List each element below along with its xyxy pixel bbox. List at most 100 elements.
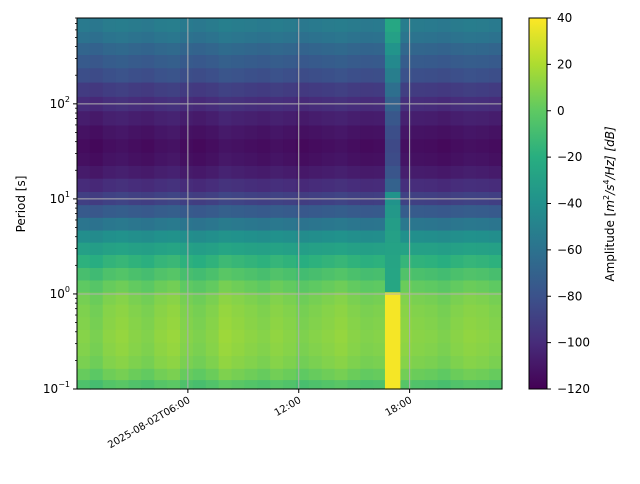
heatmap-cell bbox=[411, 356, 426, 370]
heatmap-cell bbox=[270, 242, 284, 256]
heatmap-cell bbox=[270, 217, 284, 232]
heatmap-cell bbox=[231, 342, 246, 357]
heatmap-cell bbox=[270, 165, 284, 180]
heatmap-cell bbox=[128, 18, 142, 33]
heatmap-cell bbox=[141, 43, 155, 56]
heatmap-cell bbox=[489, 380, 503, 390]
heatmap-cell bbox=[257, 178, 271, 193]
heatmap-cell bbox=[321, 43, 336, 56]
heatmap-cell bbox=[180, 329, 194, 344]
heatmap-cell bbox=[411, 152, 426, 167]
heatmap-cell bbox=[115, 292, 130, 306]
heatmap-cell bbox=[205, 342, 220, 357]
heatmap-cell bbox=[476, 152, 490, 167]
heatmap-cell bbox=[424, 96, 439, 112]
heatmap-cell bbox=[360, 43, 374, 56]
heatmap-cell bbox=[102, 242, 117, 256]
heatmap-cell bbox=[167, 280, 181, 293]
heatmap-cell bbox=[373, 18, 387, 33]
heatmap-cell bbox=[437, 111, 452, 127]
heatmap-cell bbox=[450, 380, 464, 390]
heatmap-cell bbox=[308, 43, 323, 56]
heatmap-cell bbox=[398, 31, 413, 44]
heatmap-cell bbox=[373, 368, 387, 381]
heatmap-cell bbox=[115, 68, 130, 84]
event-cell bbox=[384, 217, 401, 232]
heatmap-cell bbox=[283, 165, 297, 180]
heatmap-cell bbox=[128, 255, 142, 269]
heatmap-cell bbox=[283, 242, 297, 256]
heatmap-cell bbox=[295, 139, 310, 154]
heatmap-cell bbox=[205, 152, 220, 167]
heatmap-cell bbox=[411, 255, 426, 269]
heatmap-cell bbox=[257, 255, 271, 269]
heatmap-cell bbox=[257, 68, 271, 84]
heatmap-cell bbox=[334, 329, 349, 344]
heatmap-cell bbox=[154, 356, 168, 370]
heatmap-cell bbox=[244, 139, 258, 154]
heatmap-cell bbox=[257, 96, 271, 112]
heatmap-cell bbox=[141, 178, 155, 193]
heatmap-cell bbox=[398, 68, 413, 84]
heatmap-cell bbox=[411, 18, 426, 33]
heatmap-cell bbox=[308, 96, 323, 112]
heatmap-cell bbox=[231, 242, 246, 256]
heatmap-cell bbox=[192, 178, 207, 193]
heatmap-cell bbox=[244, 329, 258, 344]
heatmap-cell bbox=[347, 205, 361, 219]
heatmap-cell bbox=[411, 96, 426, 112]
heatmap-cell bbox=[192, 242, 207, 256]
heatmap-cell bbox=[489, 125, 503, 140]
heatmap-cell bbox=[141, 205, 155, 219]
heatmap-cell bbox=[257, 82, 271, 98]
heatmap-cell bbox=[437, 304, 452, 318]
heatmap-cell bbox=[424, 152, 439, 167]
heatmap-cell bbox=[141, 139, 155, 154]
event-cell bbox=[384, 292, 401, 306]
heatmap-cell bbox=[398, 205, 413, 219]
heatmap-cell bbox=[295, 111, 310, 127]
heatmap-cell bbox=[257, 304, 271, 318]
heatmap-cell bbox=[308, 111, 323, 127]
heatmap-cell bbox=[360, 368, 374, 381]
heatmap-cell bbox=[437, 329, 452, 344]
heatmap-cell bbox=[154, 82, 168, 98]
heatmap-cell bbox=[257, 317, 271, 331]
heatmap-cell bbox=[489, 317, 503, 331]
heatmap-cell bbox=[141, 217, 155, 232]
heatmap-cell bbox=[489, 267, 503, 282]
heatmap-cell bbox=[373, 178, 387, 193]
heatmap-cell bbox=[295, 230, 310, 244]
heatmap-cell bbox=[270, 292, 284, 306]
heatmap-cell bbox=[167, 178, 181, 193]
heatmap-cell bbox=[295, 304, 310, 318]
heatmap-cell bbox=[437, 18, 452, 33]
heatmap-cell bbox=[411, 242, 426, 256]
y-tick-label: 101 bbox=[50, 190, 70, 206]
heatmap-cell bbox=[141, 18, 155, 33]
heatmap-cell bbox=[102, 304, 117, 318]
heatmap-cell bbox=[295, 292, 310, 306]
heatmap-cell bbox=[411, 317, 426, 331]
heatmap-cell bbox=[437, 342, 452, 357]
heatmap-cell bbox=[244, 255, 258, 269]
heatmap-cell bbox=[231, 356, 246, 370]
heatmap-cell bbox=[128, 292, 142, 306]
heatmap-cells bbox=[77, 18, 503, 390]
heatmap-cell bbox=[205, 165, 220, 180]
heatmap-cell bbox=[180, 205, 194, 219]
grid-lines bbox=[77, 18, 502, 389]
heatmap-cell bbox=[489, 242, 503, 256]
heatmap-cell bbox=[308, 230, 323, 244]
heatmap-cell bbox=[180, 255, 194, 269]
heatmap-cell bbox=[424, 18, 439, 33]
event-cell bbox=[384, 304, 401, 318]
heatmap-cell bbox=[77, 242, 91, 256]
heatmap-cell bbox=[141, 304, 155, 318]
heatmap-cell bbox=[218, 255, 233, 269]
heatmap-cell bbox=[167, 96, 181, 112]
heatmap-cell bbox=[231, 152, 246, 167]
heatmap-cell bbox=[334, 178, 349, 193]
heatmap-cell bbox=[141, 242, 155, 256]
heatmap-cell bbox=[308, 55, 323, 69]
